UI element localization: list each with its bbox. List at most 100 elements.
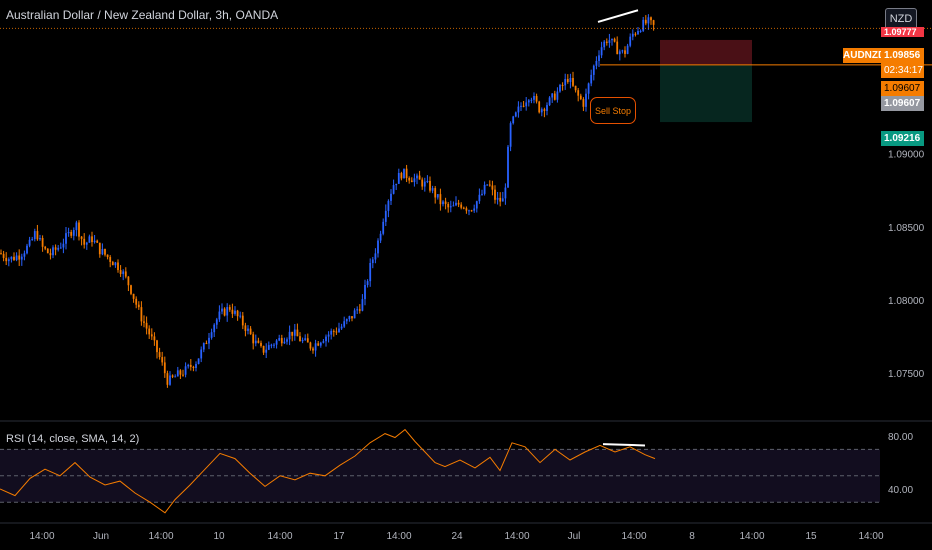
price-pane-background: [0, 420, 932, 524]
currency-button[interactable]: NZD: [885, 8, 917, 30]
candle-up: [52, 247, 54, 256]
time-axis-label: 24: [451, 531, 463, 542]
candle-up: [278, 338, 281, 341]
candle-down: [49, 253, 52, 256]
candle-down: [13, 256, 15, 260]
candle-up: [449, 206, 452, 208]
candle-down: [535, 95, 538, 102]
candle-down: [124, 271, 127, 277]
candle-up: [452, 205, 455, 207]
candle-up: [546, 105, 548, 111]
candle-up: [436, 194, 439, 198]
entry-price-tag: 1.09607: [881, 96, 924, 111]
candle-up: [413, 178, 416, 183]
candle-down: [130, 285, 132, 294]
candle-up: [361, 299, 364, 311]
candle-down: [309, 342, 312, 349]
candle-down: [439, 194, 442, 205]
candle-up: [384, 210, 387, 222]
candle-up: [195, 364, 197, 368]
candle-up: [377, 240, 379, 254]
candle-up: [483, 184, 486, 194]
candle-up: [603, 41, 606, 48]
candle-up: [187, 364, 190, 367]
candle-up: [629, 36, 632, 46]
candle-up: [270, 344, 273, 346]
candle-up: [62, 243, 65, 248]
time-axis-label: 14:00: [504, 531, 529, 542]
candle-down: [249, 328, 252, 335]
candle-down: [161, 357, 164, 363]
candle-up: [273, 344, 275, 346]
candle-up: [371, 259, 374, 263]
candle-up: [197, 358, 200, 365]
candlestick-series: [0, 14, 655, 388]
candle-down: [70, 231, 73, 236]
rsi-line: [0, 428, 656, 514]
candle-up: [39, 238, 41, 240]
candle-down: [111, 261, 114, 266]
candle-down: [491, 185, 494, 190]
candle-up: [403, 168, 405, 179]
candle-down: [460, 204, 463, 208]
candle-down: [462, 207, 465, 209]
sell-stop-label[interactable]: Sell Stop: [590, 97, 636, 124]
candle-up: [423, 181, 426, 187]
candle-up: [286, 339, 288, 342]
trend-line-drawing[interactable]: [597, 9, 639, 23]
candle-up: [85, 242, 88, 245]
candle-down: [18, 255, 21, 260]
time-axis[interactable]: 14:00 Jun 14:00 10 14:00 17 14:00 24 14:00 Jul 14:…: [29, 531, 883, 542]
price-lines: [0, 27, 932, 66]
price-axis[interactable]: 1.09000 1.08500 1.08000 1.07500: [888, 150, 925, 381]
candle-up: [637, 31, 639, 35]
candle-up: [330, 330, 333, 335]
candle-down: [418, 175, 421, 180]
candle-down: [613, 38, 616, 42]
candle-up: [275, 340, 278, 345]
candle-up: [364, 284, 366, 300]
rsi-trend-line: [602, 443, 646, 447]
candle-up: [587, 83, 590, 94]
candle-up: [473, 208, 476, 211]
candle-up: [455, 202, 457, 206]
candle-up: [540, 109, 543, 113]
candle-down: [153, 336, 156, 341]
rsi-axis-label: 80.00: [888, 432, 913, 443]
price-axis-label: 1.08500: [888, 223, 925, 234]
rsi-band-fill: [0, 449, 880, 503]
candle-up: [93, 240, 96, 243]
candle-up: [647, 17, 650, 24]
time-axis-label: 14:00: [858, 531, 883, 542]
candle-down: [127, 276, 130, 286]
candle-down: [36, 231, 39, 240]
candle-up: [343, 321, 346, 327]
candle-down: [291, 331, 294, 336]
candle-up: [208, 337, 210, 344]
candle-down: [644, 19, 647, 24]
candle-down: [145, 322, 148, 329]
candle-up: [369, 262, 372, 282]
candle-up: [527, 100, 530, 103]
candle-up: [442, 201, 444, 205]
candle-up: [621, 50, 624, 52]
candle-up: [28, 239, 31, 246]
candle-down: [223, 308, 226, 316]
position-zones[interactable]: [660, 39, 752, 123]
rsi-legend-label[interactable]: RSI (14, close, SMA, 14, 2): [6, 433, 140, 445]
candle-down: [78, 222, 80, 237]
candle-up: [382, 221, 385, 234]
candle-up: [475, 201, 478, 209]
candle-up: [631, 33, 634, 37]
time-axis-label: 14:00: [621, 531, 646, 542]
candle-down: [179, 370, 182, 375]
candle-up: [533, 95, 535, 100]
candle-down: [158, 352, 161, 358]
candle-down: [616, 41, 619, 55]
candle-up: [184, 366, 187, 375]
candle-up: [611, 38, 613, 41]
candle-up: [7, 259, 10, 262]
candle-down: [244, 325, 247, 331]
candle-down: [260, 342, 262, 346]
